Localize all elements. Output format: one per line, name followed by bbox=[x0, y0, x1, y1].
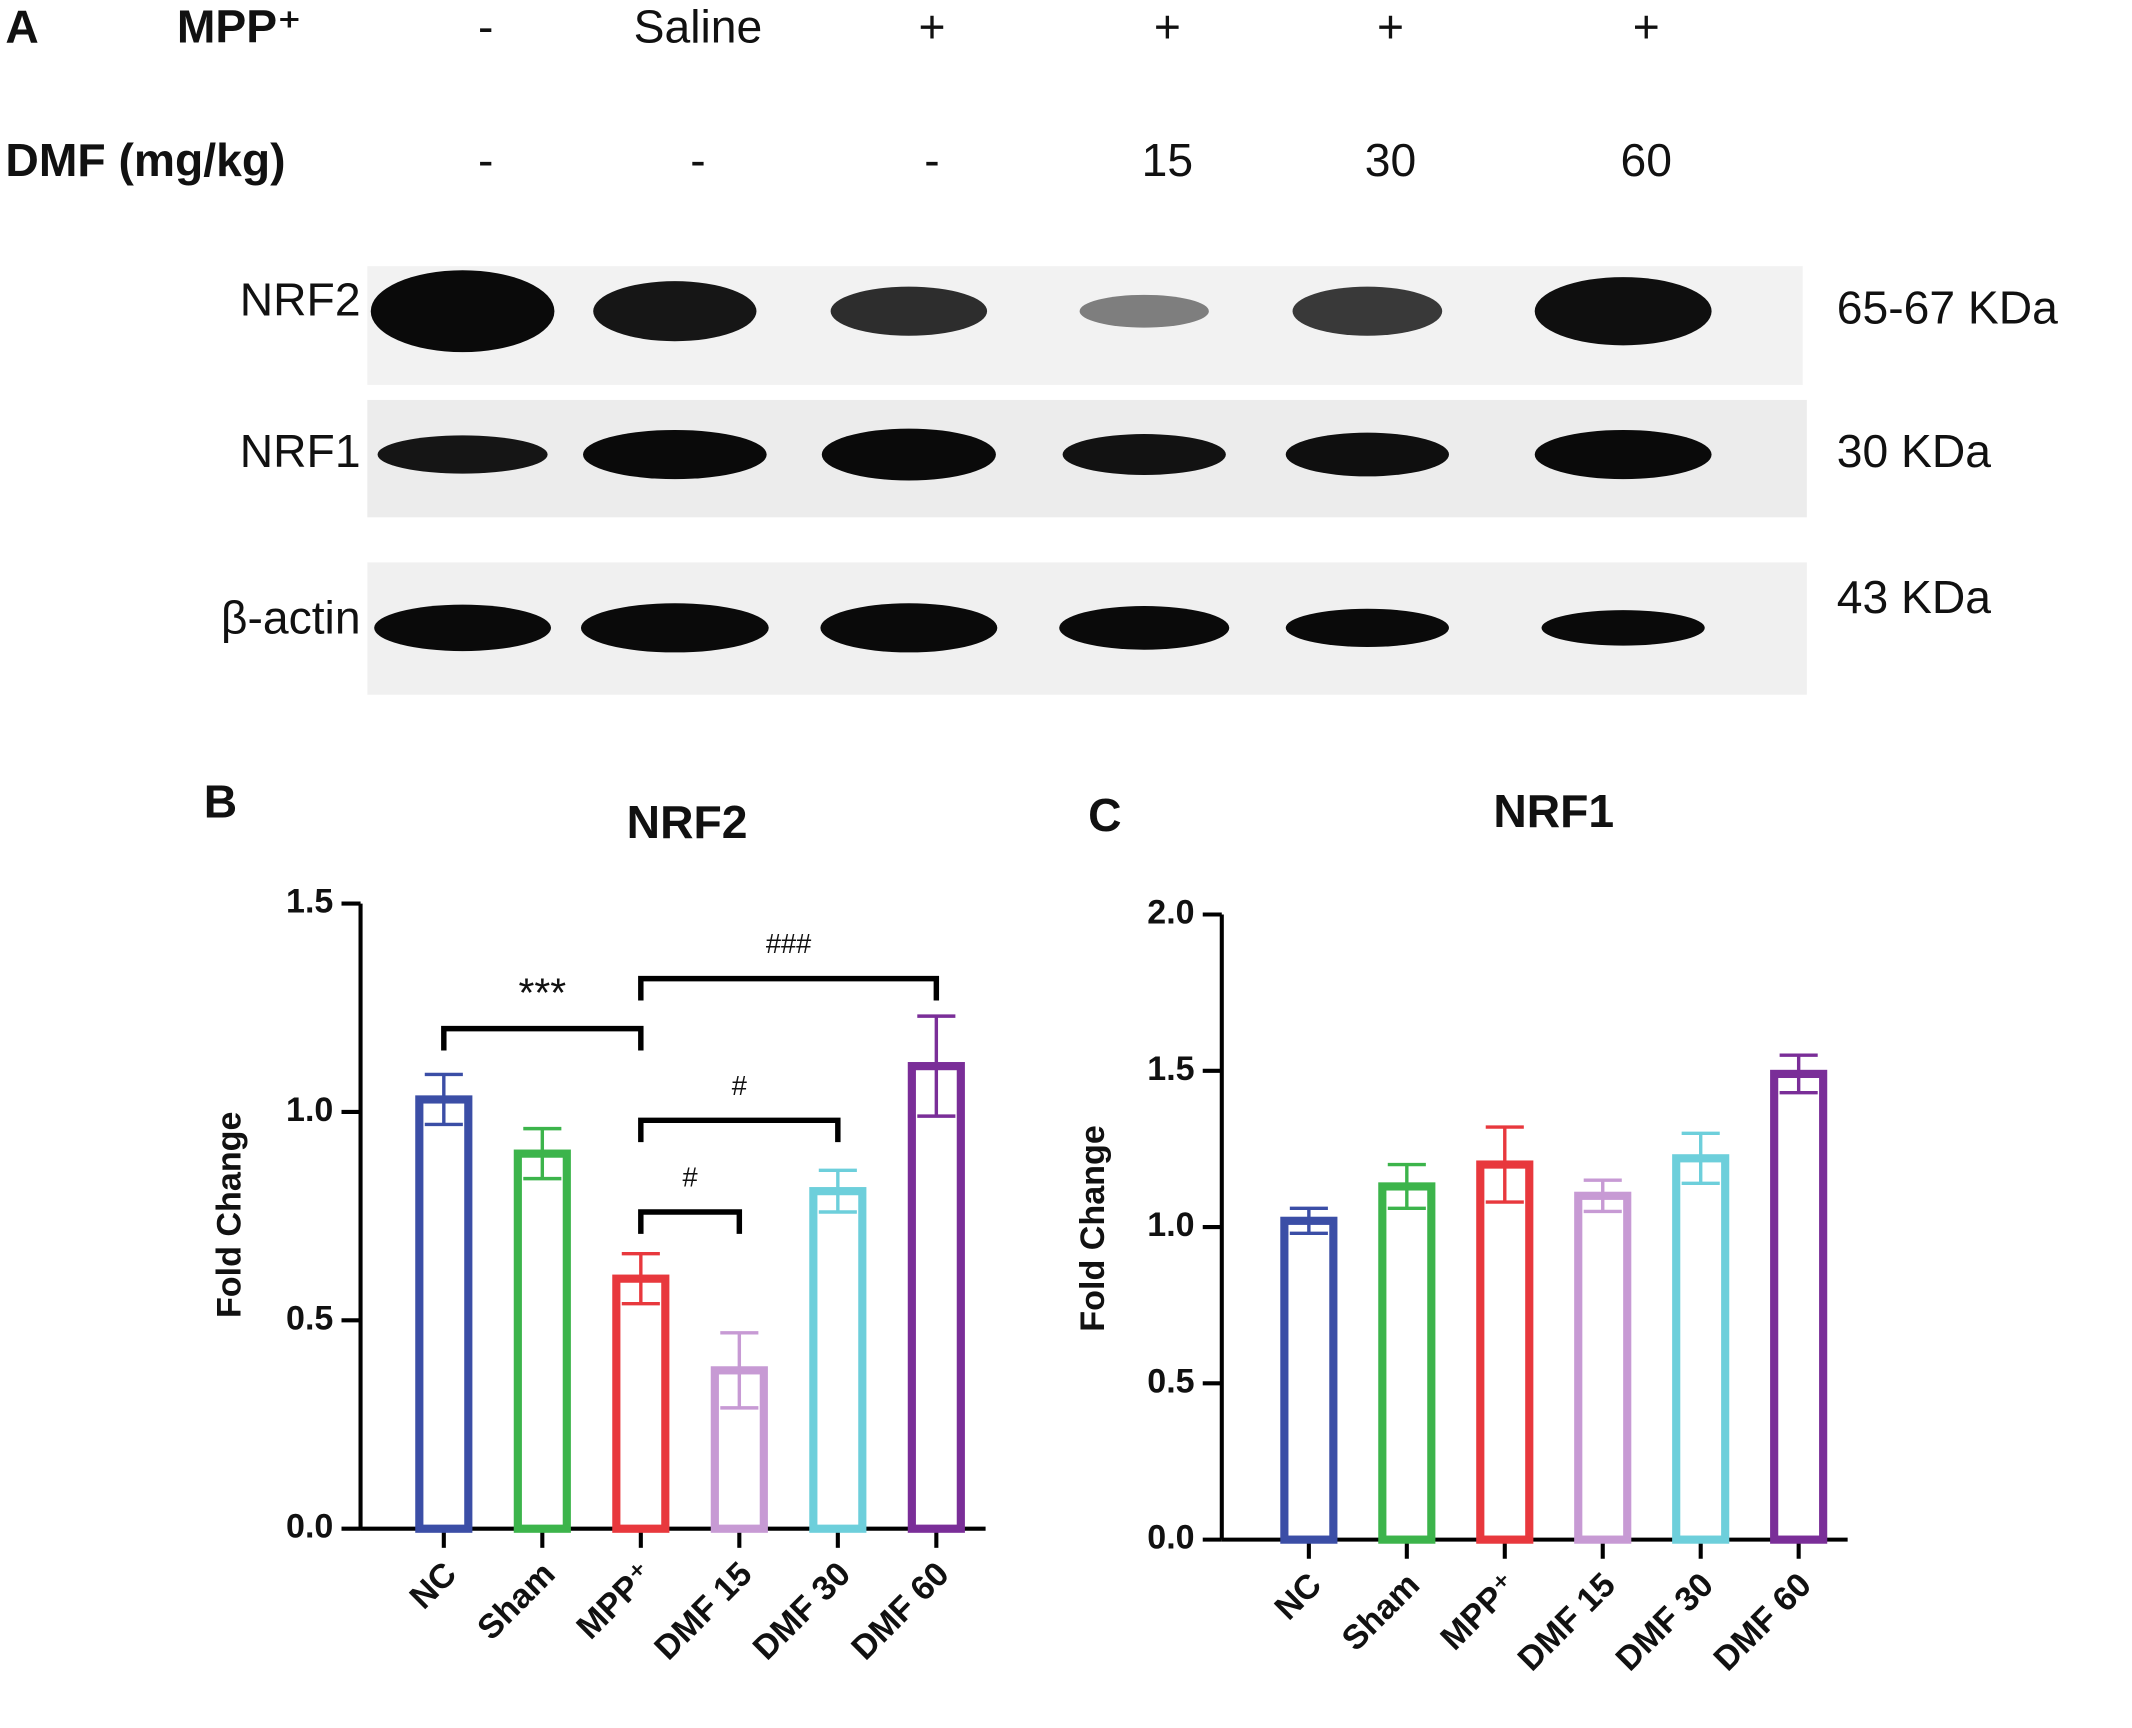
band bbox=[1534, 429, 1712, 480]
x-tick-label: DMF 60 bbox=[844, 1555, 956, 1668]
lane-label: - bbox=[690, 134, 705, 186]
lane-label: 60 bbox=[1621, 134, 1672, 186]
band bbox=[1541, 610, 1705, 646]
x-tick-label: Sham bbox=[470, 1555, 562, 1648]
band bbox=[1059, 606, 1230, 650]
bar bbox=[809, 1187, 867, 1533]
band-size: 30 KDa bbox=[1837, 425, 1992, 477]
band-size: 65-67 KDa bbox=[1837, 281, 2058, 333]
bar bbox=[415, 1095, 473, 1533]
y-tick-label: 1.0 bbox=[286, 1091, 333, 1129]
lane-label: - bbox=[478, 0, 493, 52]
x-tick-label: NC bbox=[402, 1555, 464, 1617]
y-tick-label: 1.5 bbox=[1147, 1050, 1194, 1088]
x-tick-label: DMF 30 bbox=[746, 1555, 858, 1668]
panel-label: C bbox=[1088, 789, 1121, 841]
band bbox=[830, 286, 988, 336]
band bbox=[593, 281, 757, 342]
significance-label: # bbox=[732, 1070, 748, 1101]
chart-title: NRF1 bbox=[1493, 785, 1614, 837]
band-name: NRF1 bbox=[240, 425, 361, 477]
lane-label: + bbox=[1154, 0, 1181, 52]
panel-label: A bbox=[5, 0, 38, 52]
band bbox=[1285, 608, 1449, 647]
band-name: NRF2 bbox=[240, 273, 361, 325]
band bbox=[1062, 434, 1226, 475]
band bbox=[820, 603, 998, 653]
panel-label: B bbox=[204, 775, 237, 827]
lane-label: - bbox=[478, 134, 493, 186]
significance-bracket bbox=[441, 1025, 644, 1051]
bar bbox=[710, 1366, 768, 1533]
band bbox=[821, 428, 996, 481]
band bbox=[370, 270, 555, 353]
y-tick-label: 0.5 bbox=[286, 1299, 333, 1337]
bar bbox=[1672, 1154, 1730, 1544]
band-size: 43 KDa bbox=[1837, 571, 1992, 623]
bar bbox=[612, 1274, 670, 1533]
y-tick-label: 2.0 bbox=[1147, 893, 1194, 931]
band bbox=[583, 429, 767, 480]
row-label: DMF (mg/kg) bbox=[5, 134, 285, 186]
significance-bracket bbox=[638, 1209, 743, 1234]
band bbox=[1285, 432, 1449, 477]
y-tick-label: 0.0 bbox=[1147, 1519, 1194, 1557]
significance-bracket bbox=[638, 975, 940, 1001]
bar bbox=[1378, 1182, 1436, 1544]
band bbox=[377, 435, 548, 474]
lane-label: - bbox=[924, 134, 939, 186]
lane-label: + bbox=[918, 0, 945, 52]
band bbox=[1534, 277, 1712, 346]
significance-label: # bbox=[683, 1161, 699, 1192]
band-name: β-actin bbox=[221, 591, 361, 643]
y-tick-label: 0.0 bbox=[286, 1508, 333, 1546]
bar bbox=[1770, 1069, 1828, 1544]
x-tick-label: NC bbox=[1267, 1566, 1329, 1628]
bar bbox=[1574, 1191, 1632, 1544]
x-tick-label: DMF 15 bbox=[647, 1555, 759, 1668]
x-tick-label: MPP⁺ bbox=[1433, 1566, 1525, 1658]
band bbox=[1079, 294, 1209, 328]
bar bbox=[1280, 1216, 1338, 1544]
bar bbox=[907, 1062, 965, 1533]
x-tick-label: DMF 15 bbox=[1511, 1566, 1623, 1679]
chart-title: NRF2 bbox=[627, 796, 748, 848]
y-axis-label: Fold Change bbox=[1074, 1125, 1112, 1332]
bar bbox=[513, 1149, 571, 1533]
x-tick-label: MPP⁺ bbox=[569, 1555, 661, 1647]
band bbox=[374, 604, 552, 652]
significance-label: *** bbox=[518, 970, 566, 1016]
x-tick-label: DMF 60 bbox=[1707, 1566, 1819, 1679]
significance-label: ### bbox=[766, 928, 812, 959]
band bbox=[1292, 286, 1443, 336]
y-tick-label: 0.5 bbox=[1147, 1362, 1194, 1400]
band bbox=[580, 603, 769, 653]
y-tick-label: 1.5 bbox=[286, 883, 333, 921]
lane-label: + bbox=[1633, 0, 1660, 52]
bar bbox=[1476, 1160, 1534, 1544]
lane-label: 15 bbox=[1142, 134, 1193, 186]
lane-label: + bbox=[1377, 0, 1404, 52]
y-tick-label: 1.0 bbox=[1147, 1206, 1194, 1244]
y-axis-label: Fold Change bbox=[210, 1112, 248, 1319]
row-label: MPP⁺ bbox=[177, 0, 302, 52]
x-tick-label: DMF 30 bbox=[1609, 1566, 1721, 1679]
lane-label: 30 bbox=[1365, 134, 1416, 186]
significance-bracket bbox=[638, 1117, 841, 1143]
lane-label: Saline bbox=[634, 0, 763, 52]
x-tick-label: Sham bbox=[1335, 1566, 1427, 1659]
